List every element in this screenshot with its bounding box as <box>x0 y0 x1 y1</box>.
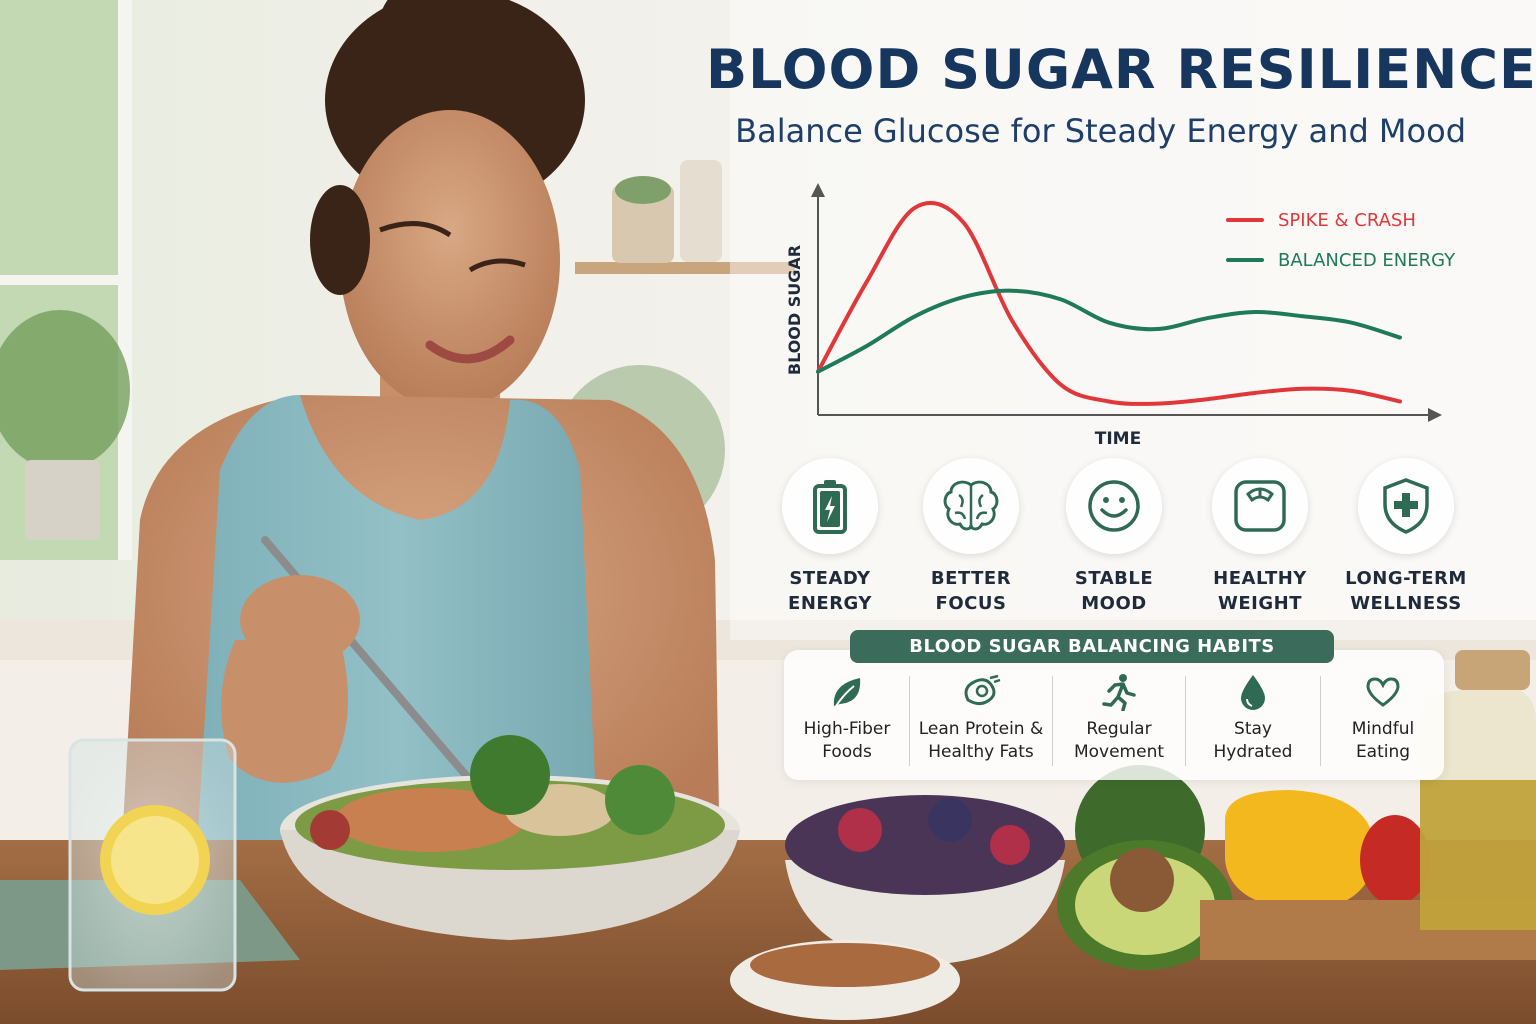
benefit-steady-energy: STEADY ENERGY <box>760 458 900 616</box>
habit-regular-movement: Regular Movement <box>1053 672 1185 764</box>
y-axis-arrow <box>811 183 825 197</box>
chart-legend: SPIKE & CRASH BALANCED ENERGY <box>1226 200 1455 280</box>
water-drop-icon <box>1241 675 1265 710</box>
benefit-label: WELLNESS <box>1350 593 1462 614</box>
benefit-circle <box>1066 458 1162 554</box>
benefit-circle <box>923 458 1019 554</box>
smiley-icon <box>1088 480 1140 532</box>
benefit-circle <box>1212 458 1308 554</box>
habit-label: High-Fiber <box>803 719 891 739</box>
benefit-better-focus: BETTER FOCUS <box>901 458 1041 616</box>
benefit-circle <box>1358 458 1454 554</box>
habit-divider <box>909 676 910 766</box>
habit-label: Movement <box>1073 742 1165 762</box>
habit-label: Eating <box>1355 742 1411 762</box>
chart-x-axis-label: TIME <box>1095 429 1141 449</box>
benefit-long-term-wellness: LONG-TERM WELLNESS <box>1336 458 1476 616</box>
habit-high-fiber: High-Fiber Foods <box>781 672 913 764</box>
habit-stay-hydrated: Stay Hydrated <box>1187 672 1319 764</box>
benefit-label: ENERGY <box>788 593 872 614</box>
benefit-label: STABLE <box>1074 568 1154 589</box>
protein-icon <box>964 674 1001 706</box>
habit-mindful-eating: Mindful Eating <box>1317 672 1449 764</box>
legend-item-spike: SPIKE & CRASH <box>1226 200 1455 240</box>
chart-y-axis-label: BLOOD SUGAR <box>785 245 804 375</box>
habit-label: Regular <box>1086 719 1152 739</box>
page-subtitle: Balance Glucose for Steady Energy and Mo… <box>735 112 1466 150</box>
blood-sugar-chart: BLOOD SUGAR TIME <box>785 183 1442 449</box>
benefit-healthy-weight: HEALTHY WEIGHT <box>1190 458 1330 616</box>
benefits-row: STEADY ENERGY BETTER FOCUS STABLE MOOD <box>772 458 1492 614</box>
habit-divider <box>1185 676 1186 766</box>
running-icon <box>1102 674 1136 711</box>
benefit-label: MOOD <box>1081 593 1147 614</box>
benefit-label: BETTER <box>930 568 1012 589</box>
series-line-spike-crash <box>816 201 1402 406</box>
heart-icon <box>1366 677 1400 707</box>
habits-header: BLOOD SUGAR BALANCING HABITS <box>850 630 1334 663</box>
series-line-balanced-energy <box>816 288 1402 374</box>
habit-divider <box>1320 676 1321 766</box>
benefit-label: LONG-TERM <box>1345 568 1467 589</box>
habits-panel <box>784 650 1444 780</box>
brain-icon <box>943 480 999 531</box>
battery-icon <box>813 480 847 534</box>
benefit-circle <box>782 458 878 554</box>
habit-label: Healthy Fats <box>928 742 1034 762</box>
leaf-icon <box>833 678 861 707</box>
habit-lean-protein: Lean Protein & Healthy Fats <box>915 672 1047 764</box>
benefit-label: HEALTHY <box>1213 568 1307 589</box>
benefit-label: FOCUS <box>935 593 1007 614</box>
x-axis-arrow <box>1428 408 1442 422</box>
habit-label: Stay <box>1234 719 1272 739</box>
legend-swatch-spike <box>1226 218 1264 222</box>
page-title: BLOOD SUGAR RESILIENCE <box>706 38 1536 101</box>
habit-label: Lean Protein & <box>918 719 1044 739</box>
habit-label: Foods <box>822 742 872 762</box>
legend-label-balanced: BALANCED ENERGY <box>1278 249 1456 271</box>
habit-label: Hydrated <box>1213 742 1293 762</box>
shield-plus-icon <box>1383 478 1429 534</box>
legend-item-balanced: BALANCED ENERGY <box>1226 240 1455 280</box>
benefit-label: WEIGHT <box>1218 593 1302 614</box>
scale-icon <box>1234 480 1286 532</box>
benefit-label: STEADY <box>789 568 871 589</box>
benefit-stable-mood: STABLE MOOD <box>1044 458 1184 616</box>
legend-label-spike: SPIKE & CRASH <box>1278 209 1416 231</box>
habit-divider <box>1052 676 1053 766</box>
habit-label: Mindful <box>1351 719 1415 739</box>
legend-swatch-balanced <box>1226 258 1264 262</box>
